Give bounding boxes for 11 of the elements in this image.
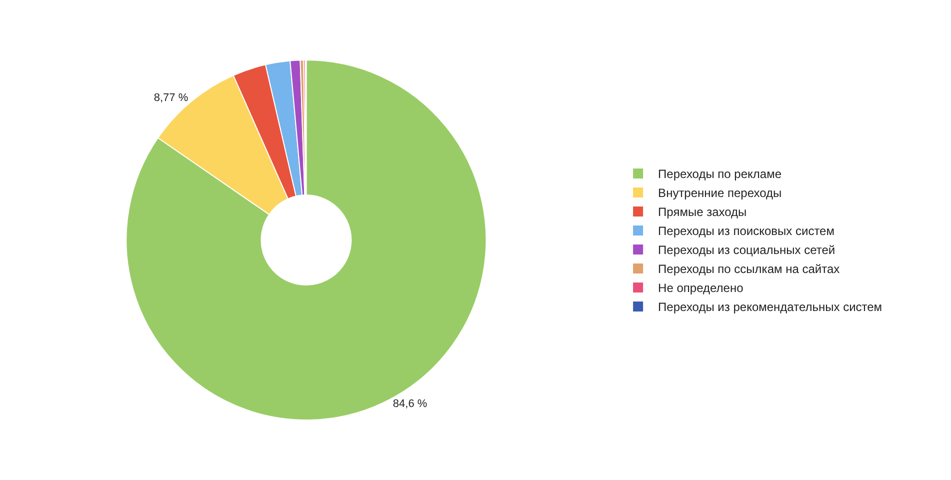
legend-label: Переходы из социальных сетей	[658, 243, 836, 258]
legend-label: Прямые заходы	[658, 205, 747, 220]
legend-label: Не определено	[658, 281, 744, 296]
legend-label: Переходы из рекомендательных систем	[658, 300, 882, 314]
legend-label: Внутренние переходы	[658, 186, 782, 200]
donut-slice	[126, 60, 487, 420]
data-label: 84,6 %	[392, 398, 428, 410]
legend-label: Переходы по ссылкам на сайтах	[658, 262, 840, 276]
legend-label: Переходы из поисковых систем	[658, 224, 834, 238]
data-label: 8,77 %	[154, 92, 188, 104]
legend-label: Переходы по рекламе	[658, 167, 782, 182]
